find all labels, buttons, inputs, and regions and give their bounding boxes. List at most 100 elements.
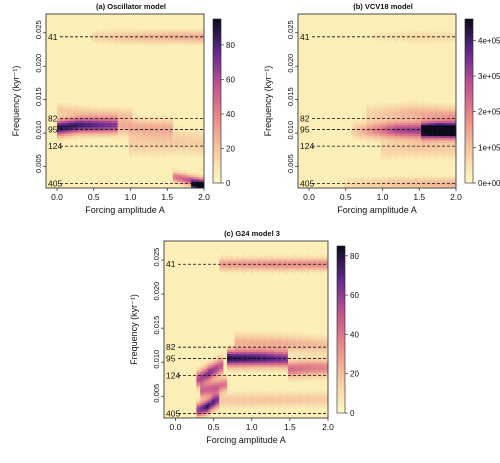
heatmap-cell bbox=[213, 369, 216, 372]
heatmap-cell bbox=[367, 137, 370, 141]
heatmap-cell bbox=[371, 118, 374, 121]
heatmap-cell bbox=[389, 124, 392, 128]
heatmap-cell bbox=[180, 153, 183, 156]
heatmap-cell bbox=[437, 142, 440, 145]
heatmap-cell bbox=[75, 114, 78, 117]
heatmap-cell bbox=[202, 404, 205, 408]
heatmap-cell bbox=[95, 122, 98, 126]
heatmap-cell bbox=[351, 129, 354, 132]
heatmap-cell bbox=[410, 142, 413, 145]
heatmap-cell bbox=[422, 109, 426, 113]
heatmap-cell bbox=[68, 129, 71, 132]
heatmap-cell bbox=[356, 133, 359, 137]
heatmap-cell bbox=[441, 151, 444, 154]
heatmap-cell bbox=[242, 362, 245, 366]
heatmap-cell bbox=[380, 129, 383, 132]
heatmap-cell bbox=[408, 185, 411, 189]
heatmap-cell bbox=[263, 351, 266, 355]
heatmap-cell bbox=[219, 391, 222, 394]
heatmap-cell bbox=[242, 367, 245, 370]
heatmap-cell bbox=[419, 40, 422, 43]
heatmap-cell bbox=[443, 31, 446, 34]
heatmap-cell bbox=[389, 183, 392, 187]
heatmap-cell bbox=[433, 155, 437, 158]
heatmap-cell bbox=[123, 122, 126, 126]
heatmap-cell bbox=[234, 267, 237, 271]
heatmap-cell bbox=[167, 116, 170, 119]
heatmap-cell bbox=[272, 406, 275, 410]
heatmap-cell bbox=[192, 146, 196, 150]
heatmap-cell bbox=[236, 344, 239, 348]
heatmap-cell bbox=[112, 107, 115, 110]
heatmap-cell bbox=[404, 107, 407, 110]
heatmap-cell bbox=[389, 33, 392, 37]
heatmap-cell bbox=[386, 116, 389, 119]
heatmap-cell bbox=[104, 109, 107, 113]
heatmap-cell bbox=[263, 340, 266, 344]
heatmap-cell bbox=[97, 114, 100, 117]
heatmap-cell bbox=[152, 146, 155, 150]
heatmap-cell bbox=[88, 135, 91, 139]
heatmap-cell bbox=[77, 135, 80, 139]
heatmap-cell bbox=[187, 151, 190, 154]
heatmap-cell bbox=[410, 31, 413, 34]
heatmap-cell bbox=[102, 37, 106, 41]
heatmap-cell bbox=[433, 140, 437, 143]
heatmap-cell bbox=[454, 155, 457, 158]
heatmap-cell bbox=[217, 369, 220, 372]
heatmap-cell bbox=[408, 177, 411, 180]
heatmap-cell bbox=[446, 140, 449, 143]
heatmap-cell bbox=[115, 129, 118, 132]
heatmap-cell bbox=[432, 111, 435, 115]
heatmap-cell bbox=[191, 185, 194, 189]
heatmap-cell bbox=[147, 129, 150, 132]
heatmap-cell bbox=[428, 148, 431, 152]
heatmap-cell bbox=[200, 131, 203, 134]
heatmap-cell bbox=[265, 340, 268, 344]
heatmap-cell bbox=[152, 127, 155, 130]
heatmap-cell bbox=[410, 177, 413, 180]
heatmap-cell bbox=[415, 111, 418, 115]
heatmap-cell bbox=[62, 137, 65, 141]
heatmap-cell bbox=[180, 133, 183, 137]
heatmap-cell bbox=[444, 144, 448, 147]
heatmap-cell bbox=[167, 140, 170, 143]
heatmap-cell bbox=[400, 103, 404, 106]
heatmap-cell bbox=[225, 395, 228, 399]
heatmap-cell bbox=[265, 367, 268, 370]
heatmap-cell bbox=[263, 271, 266, 275]
heatmap-cell bbox=[371, 120, 374, 124]
heatmap-cell bbox=[209, 400, 212, 403]
heatmap-cell bbox=[404, 116, 407, 119]
heatmap-cell bbox=[422, 122, 426, 126]
heatmap-cell bbox=[141, 129, 144, 132]
heatmap-cell bbox=[268, 360, 272, 363]
heatmap-cell bbox=[395, 133, 398, 137]
heatmap-cell bbox=[200, 183, 203, 187]
heatmap-cell bbox=[353, 133, 356, 137]
heatmap-cell bbox=[391, 133, 394, 137]
heatmap-cell bbox=[362, 185, 365, 189]
y-tick-label: 0.005 bbox=[34, 154, 43, 173]
heatmap-cell bbox=[110, 116, 113, 119]
heatmap-cell bbox=[364, 137, 367, 141]
heatmap-cell bbox=[58, 107, 61, 110]
heatmap-cell bbox=[421, 131, 424, 134]
heatmap-cell bbox=[106, 116, 109, 119]
heatmap-cell bbox=[393, 140, 396, 143]
heatmap-cell bbox=[382, 148, 385, 152]
heatmap-cell bbox=[106, 118, 109, 121]
heatmap-cell bbox=[446, 37, 449, 41]
heatmap-cell bbox=[242, 406, 245, 410]
heatmap-cell bbox=[147, 40, 150, 43]
heatmap-cell bbox=[397, 103, 400, 106]
heatmap-cell bbox=[395, 131, 398, 134]
heatmap-cell bbox=[246, 258, 249, 262]
heatmap-cell bbox=[60, 103, 63, 106]
heatmap-cell bbox=[365, 131, 369, 134]
heatmap-cell bbox=[261, 260, 264, 264]
heatmap-cell bbox=[406, 179, 409, 182]
heatmap-cell bbox=[112, 133, 115, 137]
heatmap-cell bbox=[121, 133, 124, 137]
